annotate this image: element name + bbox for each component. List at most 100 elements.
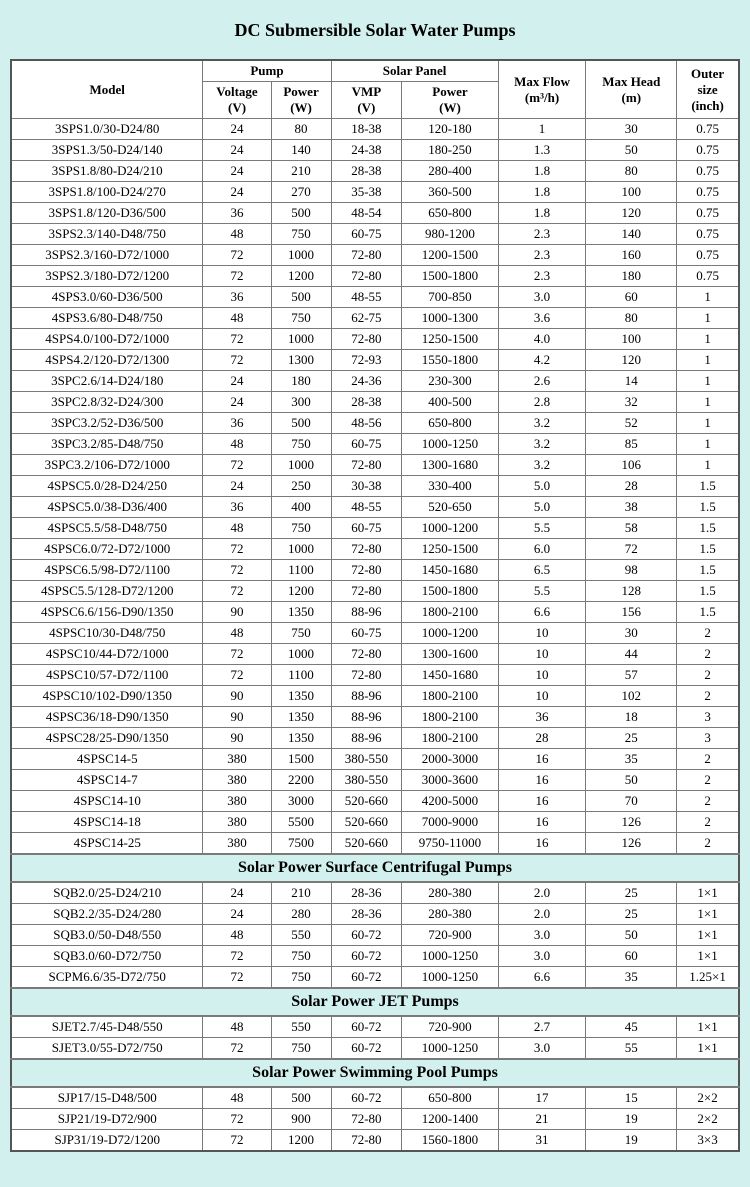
table-cell: 1100 bbox=[271, 665, 331, 686]
table-cell: 1×1 bbox=[677, 882, 739, 904]
table-cell: 24-36 bbox=[331, 371, 402, 392]
table-cell: 7500 bbox=[271, 833, 331, 855]
table-cell: 60-72 bbox=[331, 967, 402, 989]
table-cell: 700-850 bbox=[402, 287, 498, 308]
table-cell: 1450-1680 bbox=[402, 560, 498, 581]
outer-label: Outer bbox=[691, 66, 724, 81]
table-cell: 72-80 bbox=[331, 665, 402, 686]
table-cell: 0.75 bbox=[677, 266, 739, 287]
table-cell: 900 bbox=[271, 1109, 331, 1130]
table-cell: 72 bbox=[203, 946, 271, 967]
table-cell: 60-75 bbox=[331, 434, 402, 455]
table-cell: 280 bbox=[271, 904, 331, 925]
table-cell: 90 bbox=[203, 686, 271, 707]
table-cell: 4SPSC10/30-D48/750 bbox=[11, 623, 203, 644]
table-cell: 28-38 bbox=[331, 161, 402, 182]
table-cell: 0.75 bbox=[677, 140, 739, 161]
table-row: 4SPSC5.5/128-D72/120072120072-801500-180… bbox=[11, 581, 739, 602]
col-power: Power (W) bbox=[271, 82, 331, 119]
table-row: 4SPSC10/44-D72/100072100072-801300-16001… bbox=[11, 644, 739, 665]
table-cell: 72-80 bbox=[331, 539, 402, 560]
table-cell: 1800-2100 bbox=[402, 686, 498, 707]
table-cell: 24 bbox=[203, 882, 271, 904]
table-cell: 4SPSC6.6/156-D90/1350 bbox=[11, 602, 203, 623]
table-cell: 0.75 bbox=[677, 119, 739, 140]
table-cell: 1000-1250 bbox=[402, 1038, 498, 1060]
table-row: 3SPS1.8/100-D24/2702427035-38360-5001.81… bbox=[11, 182, 739, 203]
table-cell: 45 bbox=[586, 1016, 677, 1038]
table-cell: 980-1200 bbox=[402, 224, 498, 245]
table-cell: 360-500 bbox=[402, 182, 498, 203]
table-cell: 72 bbox=[203, 266, 271, 287]
table-row: 3SPS2.3/140-D48/7504875060-75980-12002.3… bbox=[11, 224, 739, 245]
table-cell: 180 bbox=[271, 371, 331, 392]
table-cell: 3SPS1.8/120-D36/500 bbox=[11, 203, 203, 224]
table-cell: 50 bbox=[586, 140, 677, 161]
table-cell: 1300-1600 bbox=[402, 644, 498, 665]
table-cell: 16 bbox=[498, 749, 586, 770]
table-cell: 1 bbox=[677, 455, 739, 476]
table-cell: 16 bbox=[498, 791, 586, 812]
table-cell: 48 bbox=[203, 434, 271, 455]
table-cell: 28 bbox=[586, 476, 677, 497]
table-cell: 750 bbox=[271, 308, 331, 329]
table-row: 4SPSC14-253807500520-6609750-11000161262 bbox=[11, 833, 739, 855]
table-cell: 3 bbox=[677, 728, 739, 749]
table-cell: 280-380 bbox=[402, 904, 498, 925]
table-cell: SJET2.7/45-D48/550 bbox=[11, 1016, 203, 1038]
col-voltage: Voltage (V) bbox=[203, 82, 271, 119]
table-row: SQB2.2/35-D24/2802428028-36280-3802.0251… bbox=[11, 904, 739, 925]
table-cell: 1 bbox=[677, 371, 739, 392]
table-cell: 380-550 bbox=[331, 770, 402, 791]
table-row: 4SPSC6.0/72-D72/100072100072-801250-1500… bbox=[11, 539, 739, 560]
page-title: DC Submersible Solar Water Pumps bbox=[0, 0, 750, 59]
table-row: 4SPSC5.5/58-D48/7504875060-751000-12005.… bbox=[11, 518, 739, 539]
table-cell: 10 bbox=[498, 686, 586, 707]
table-cell: 16 bbox=[498, 770, 586, 791]
table-cell: 3.2 bbox=[498, 455, 586, 476]
table-cell: 24 bbox=[203, 476, 271, 497]
table-cell: SCPM6.6/35-D72/750 bbox=[11, 967, 203, 989]
table-row: 3SPS2.3/160-D72/100072100072-801200-1500… bbox=[11, 245, 739, 266]
table-cell: 72 bbox=[203, 967, 271, 989]
table-cell: 520-660 bbox=[331, 812, 402, 833]
table-row: 3SPC3.2/85-D48/7504875060-751000-12503.2… bbox=[11, 434, 739, 455]
table-cell: 1.5 bbox=[677, 476, 739, 497]
table-cell: 720-900 bbox=[402, 925, 498, 946]
table-cell: 0.75 bbox=[677, 203, 739, 224]
table-cell: 1250-1500 bbox=[402, 329, 498, 350]
table-cell: 4.0 bbox=[498, 329, 586, 350]
table-cell: 3SPC2.8/32-D24/300 bbox=[11, 392, 203, 413]
col-panel: Solar Panel bbox=[331, 60, 498, 82]
table-cell: 1 bbox=[498, 119, 586, 140]
table-cell: 7000-9000 bbox=[402, 812, 498, 833]
table-cell: 2 bbox=[677, 812, 739, 833]
table-cell: 1800-2100 bbox=[402, 707, 498, 728]
table-cell: 30-38 bbox=[331, 476, 402, 497]
table-cell: 72 bbox=[203, 350, 271, 371]
table-cell: 1000 bbox=[271, 245, 331, 266]
table-cell: 1×1 bbox=[677, 1038, 739, 1060]
table-cell: 72-80 bbox=[331, 581, 402, 602]
table-cell: 48 bbox=[203, 1087, 271, 1109]
table-cell: 720-900 bbox=[402, 1016, 498, 1038]
table-cell: 1000-1200 bbox=[402, 623, 498, 644]
table-row: 4SPSC5.0/28-D24/2502425030-38330-4005.02… bbox=[11, 476, 739, 497]
table-cell: 24 bbox=[203, 119, 271, 140]
table-cell: 1 bbox=[677, 392, 739, 413]
table-cell: 0.75 bbox=[677, 245, 739, 266]
table-cell: 24 bbox=[203, 371, 271, 392]
table-cell: 100 bbox=[586, 182, 677, 203]
table-cell: 18-38 bbox=[331, 119, 402, 140]
table-cell: 1 bbox=[677, 329, 739, 350]
table-cell: 4SPSC5.0/28-D24/250 bbox=[11, 476, 203, 497]
col-pump: Pump bbox=[203, 60, 331, 82]
table-row: 3SPC3.2/106-D72/100072100072-801300-1680… bbox=[11, 455, 739, 476]
table-cell: 1.5 bbox=[677, 497, 739, 518]
table-cell: SQB3.0/60-D72/750 bbox=[11, 946, 203, 967]
table-cell: 24 bbox=[203, 182, 271, 203]
table-cell: 520-660 bbox=[331, 791, 402, 812]
table-cell: 55 bbox=[586, 1038, 677, 1060]
table-cell: 750 bbox=[271, 623, 331, 644]
table-cell: 2 bbox=[677, 686, 739, 707]
